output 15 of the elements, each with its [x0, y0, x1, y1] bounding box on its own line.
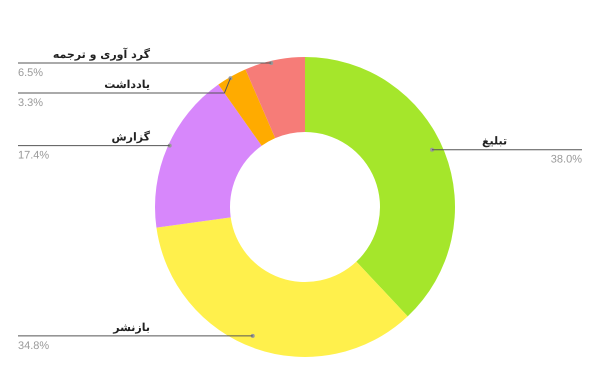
donut-slice	[156, 217, 408, 357]
donut-slice	[305, 57, 455, 316]
slice-label: گرد آوری و ترجمه	[52, 46, 151, 61]
data-label: 17.4%	[18, 150, 50, 162]
donut-slice	[218, 69, 276, 146]
slice-label: یادداشت	[104, 78, 150, 91]
donut-slice	[155, 84, 262, 228]
slice-label: بازنشر	[112, 320, 150, 334]
data-label: 34.8%	[18, 340, 50, 352]
data-label: 38.0%	[550, 154, 582, 166]
data-label: 6.5%	[18, 66, 44, 79]
data-label: 3.3%	[18, 96, 44, 109]
slice-label: گزارش	[111, 130, 151, 144]
donut-slice	[245, 57, 305, 138]
slice-label: تبلیغ	[482, 134, 508, 148]
